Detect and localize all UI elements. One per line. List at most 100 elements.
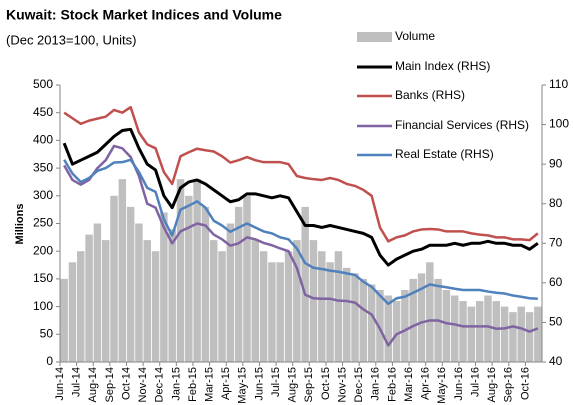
volume-bar bbox=[234, 206, 243, 362]
volume-bar bbox=[77, 251, 85, 362]
x-tick-label: Aug-14 bbox=[87, 367, 99, 402]
volume-bar bbox=[110, 195, 118, 362]
volume-bar bbox=[509, 312, 517, 362]
y-tick-label: 150 bbox=[33, 271, 53, 285]
volume-bar bbox=[318, 251, 326, 362]
volume-bar bbox=[459, 301, 467, 362]
y-tick-label: 100 bbox=[33, 299, 53, 313]
y2-tick-label: 100 bbox=[549, 117, 569, 131]
x-tick-label: Jun-14 bbox=[54, 367, 66, 401]
y2-tick-label: 40 bbox=[549, 354, 563, 368]
chart-title: Kuwait: Stock Market Indices and Volume bbox=[6, 7, 282, 23]
volume-bar bbox=[93, 223, 102, 362]
x-tick-label: Oct-14 bbox=[120, 367, 132, 400]
bars bbox=[60, 179, 542, 362]
y-tick-label: 400 bbox=[33, 133, 53, 147]
volume-bar bbox=[193, 179, 201, 362]
volume-bar bbox=[101, 240, 110, 362]
volume-bar bbox=[534, 306, 542, 362]
y2-tick-label: 90 bbox=[549, 156, 563, 170]
volume-bar bbox=[160, 212, 168, 362]
volume-bar bbox=[492, 301, 501, 362]
x-tick-label: Nov-14 bbox=[137, 367, 149, 402]
volume-bar bbox=[201, 206, 210, 362]
volume-bar bbox=[451, 295, 459, 362]
y-tick-label: 0 bbox=[46, 354, 53, 368]
volume-bar bbox=[301, 206, 309, 362]
volume-bar bbox=[392, 301, 401, 362]
y-tick-label: 50 bbox=[40, 326, 54, 340]
x-tick-label: Mar-15 bbox=[203, 367, 215, 402]
x-tick-label: Oct-16 bbox=[519, 367, 531, 400]
volume-bar bbox=[143, 240, 151, 362]
index-line bbox=[63, 144, 539, 347]
legend-swatch bbox=[357, 32, 392, 42]
y-tick-label: 250 bbox=[33, 216, 53, 230]
legend-label: Real Estate (RHS) bbox=[395, 147, 494, 161]
volume-bar bbox=[118, 179, 127, 362]
y2-tick-label: 60 bbox=[549, 275, 563, 289]
volume-bar bbox=[351, 273, 359, 362]
volume-bar bbox=[409, 278, 417, 362]
x-tick-label: Jan-15 bbox=[170, 367, 182, 401]
volume-bar bbox=[85, 234, 93, 362]
volume-bar bbox=[401, 289, 409, 362]
x-tick-label: Apr-15 bbox=[220, 367, 232, 400]
x-tick-label: Dec-15 bbox=[353, 367, 365, 402]
volume-bar bbox=[276, 262, 284, 362]
volume-bar bbox=[525, 312, 534, 362]
volume-bar bbox=[226, 223, 235, 362]
x-tick-label: Apr-16 bbox=[420, 367, 432, 400]
x-tick-label: Nov-15 bbox=[336, 367, 348, 402]
y-tick-label: 200 bbox=[33, 243, 53, 257]
volume-bar bbox=[517, 306, 525, 362]
volume-bar bbox=[293, 240, 301, 362]
legend-label: Banks (RHS) bbox=[395, 88, 465, 102]
x-tick-label: Sep-16 bbox=[503, 367, 515, 402]
legend-label: Main Index (RHS) bbox=[395, 59, 490, 73]
x-tick-label: Jul-16 bbox=[469, 367, 481, 397]
volume-bar bbox=[251, 240, 260, 362]
y2-tick-label: 50 bbox=[549, 315, 563, 329]
x-tick-label: Mar-16 bbox=[403, 367, 415, 402]
x-tick-label: Jun-16 bbox=[453, 367, 465, 401]
y2-tick-label: 110 bbox=[549, 77, 568, 91]
volume-bar bbox=[135, 223, 143, 362]
volume-bar bbox=[500, 306, 509, 362]
volume-bar bbox=[60, 278, 68, 362]
volume-bar bbox=[168, 229, 176, 362]
volume-bar bbox=[367, 284, 376, 362]
lines bbox=[62, 105, 539, 347]
volume-bar bbox=[475, 301, 484, 362]
volume-bar bbox=[426, 262, 434, 362]
x-tick-label: Sep-14 bbox=[104, 367, 116, 402]
y-tick-label: 350 bbox=[33, 160, 53, 174]
volume-bar bbox=[176, 179, 185, 362]
x-tick-label: Jan-16 bbox=[370, 367, 382, 401]
volume-bar bbox=[309, 240, 318, 362]
volume-bar bbox=[334, 251, 343, 362]
volume-bar bbox=[218, 251, 226, 362]
volume-bar bbox=[442, 289, 451, 362]
volume-bar bbox=[284, 251, 293, 362]
volume-bar bbox=[68, 262, 77, 362]
volume-bar bbox=[243, 195, 251, 362]
volume-bar bbox=[259, 251, 268, 362]
chart-subtitle: (Dec 2013=100, Units) bbox=[6, 32, 136, 47]
x-tick-label: Dec-14 bbox=[154, 367, 166, 402]
x-tick-label: May-16 bbox=[436, 367, 448, 404]
volume-bar bbox=[185, 195, 193, 362]
volume-bar bbox=[359, 278, 368, 362]
volume-bar bbox=[326, 262, 334, 362]
y-axis-label: Millions bbox=[14, 204, 26, 245]
x-tick-label: Jul-15 bbox=[270, 367, 282, 397]
volume-bar bbox=[268, 262, 276, 362]
x-tick-label: Aug-16 bbox=[486, 367, 498, 402]
volume-bar bbox=[342, 267, 351, 362]
volume-bar bbox=[484, 295, 492, 362]
y2-tick-label: 70 bbox=[549, 235, 563, 249]
x-tick-label: Feb-15 bbox=[187, 367, 199, 402]
volume-bar bbox=[467, 306, 476, 362]
x-tick-label: Feb-16 bbox=[386, 367, 398, 402]
index-line bbox=[62, 127, 539, 267]
